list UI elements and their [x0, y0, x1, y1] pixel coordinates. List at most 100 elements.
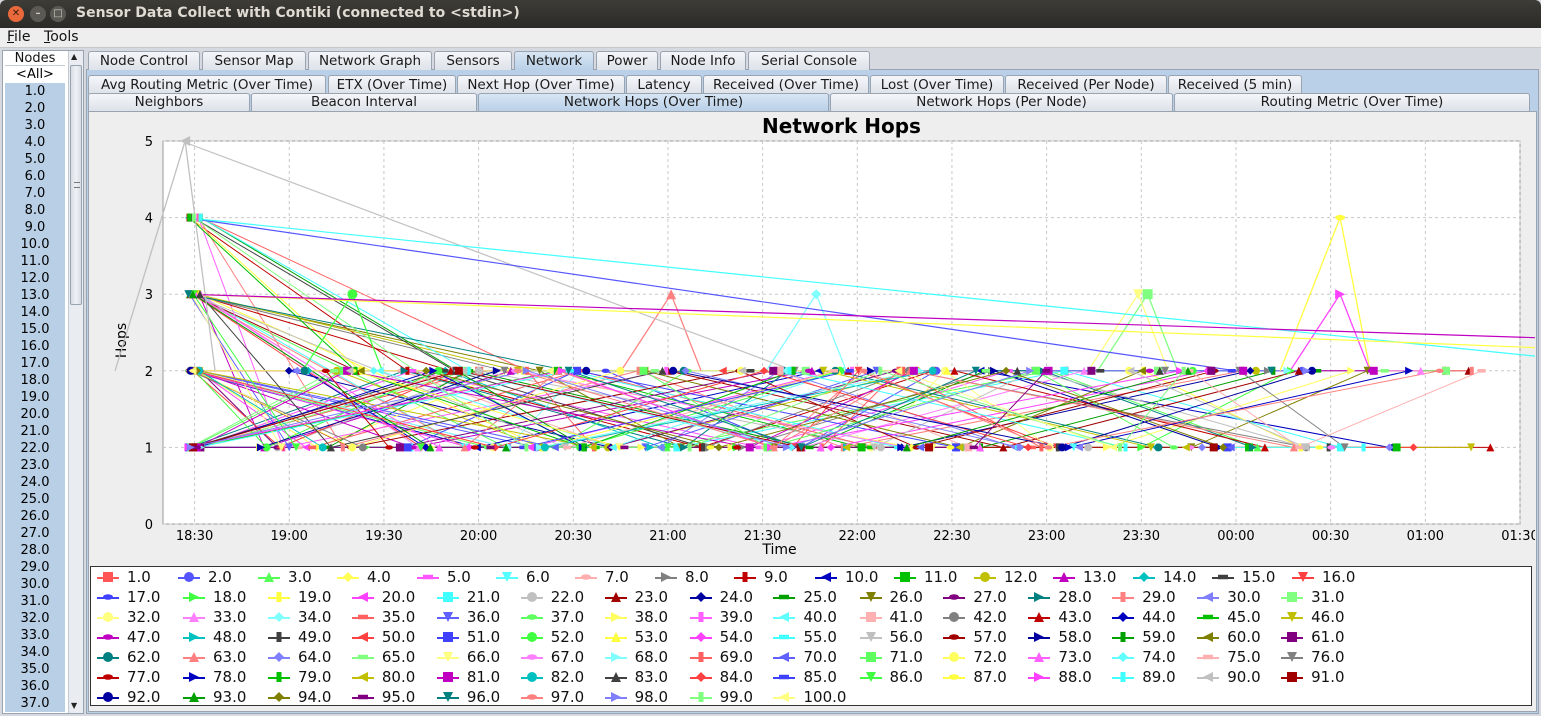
- subtab-network-hops-over-time[interactable]: Network Hops (Over Time): [478, 93, 829, 111]
- legend-marker: [526, 672, 537, 682]
- data-point: [859, 368, 868, 373]
- node-item[interactable]: 15.0: [5, 321, 65, 338]
- subtab-routing-metric-over-time[interactable]: Routing Metric (Over Time): [1174, 93, 1530, 111]
- legend-marker-icon: [900, 572, 910, 582]
- data-point: [582, 366, 591, 375]
- tab-network-graph[interactable]: Network Graph: [308, 51, 432, 70]
- node-item[interactable]: 5.0: [5, 151, 65, 168]
- legend-marker: [865, 672, 876, 682]
- node-item[interactable]: 18.0: [5, 372, 65, 389]
- subtab-network-hops-per-node[interactable]: Network Hops (Per Node): [830, 93, 1173, 111]
- node-item[interactable]: 6.0: [5, 168, 65, 185]
- legend-marker: [276, 632, 282, 642]
- legend-label: 7.0: [605, 568, 629, 586]
- minimize-window-button[interactable]: –: [30, 6, 46, 22]
- node-item[interactable]: 22.0: [5, 440, 65, 457]
- node-item[interactable]: 14.0: [5, 304, 65, 321]
- scroll-thumb[interactable]: [70, 65, 82, 305]
- node-item[interactable]: 24.0: [5, 474, 65, 491]
- subtab-etx-over-time[interactable]: ETX (Over Time): [328, 75, 456, 94]
- node-item[interactable]: 37.0: [5, 695, 65, 712]
- legend-label: 35.0: [381, 608, 416, 626]
- subtab-latency[interactable]: Latency: [626, 75, 702, 94]
- legend-marker-icon: [698, 652, 704, 662]
- node-item[interactable]: 34.0: [5, 644, 65, 661]
- node-item[interactable]: 20.0: [5, 406, 65, 423]
- node-item[interactable]: 36.0: [5, 678, 65, 695]
- node-item[interactable]: 1.0: [5, 83, 65, 100]
- node-item[interactable]: 25.0: [5, 491, 65, 508]
- y-tick-label: 4: [145, 212, 153, 227]
- node-item[interactable]: 7.0: [5, 185, 65, 202]
- legend-marker-icon: [949, 674, 960, 680]
- node-item[interactable]: 12.0: [5, 270, 65, 287]
- node-item[interactable]: 17.0: [5, 355, 65, 372]
- node-item[interactable]: 35.0: [5, 661, 65, 678]
- node-item[interactable]: 26.0: [5, 508, 65, 525]
- node-item-all[interactable]: <All>: [5, 66, 65, 83]
- node-item[interactable]: 21.0: [5, 423, 65, 440]
- subtab-received-5-min[interactable]: Received (5 min): [1168, 75, 1302, 94]
- node-item[interactable]: 4.0: [5, 134, 65, 151]
- x-tick-label: 00:00: [1217, 529, 1254, 544]
- data-point: [256, 443, 265, 452]
- legend-marker: [189, 652, 200, 662]
- subtab-received-over-time[interactable]: Received (Over Time): [703, 75, 869, 94]
- node-item[interactable]: 13.0: [5, 287, 65, 304]
- node-item[interactable]: 3.0: [5, 117, 65, 134]
- tab-sensor-map[interactable]: Sensor Map: [202, 51, 306, 70]
- node-item[interactable]: 30.0: [5, 576, 65, 593]
- node-item[interactable]: 9.0: [5, 219, 65, 236]
- node-item[interactable]: 16.0: [5, 338, 65, 355]
- nodes-scrollbar[interactable]: ▲ ▼: [68, 51, 83, 713]
- data-point: [664, 366, 669, 375]
- node-item[interactable]: 8.0: [5, 202, 65, 219]
- subtab-next-hop-over-time[interactable]: Next Hop (Over Time): [457, 75, 625, 94]
- menu-tools[interactable]: Tools: [44, 29, 79, 45]
- node-item[interactable]: 33.0: [5, 627, 65, 644]
- maximize-window-button[interactable]: □: [50, 6, 66, 22]
- node-item[interactable]: 10.0: [5, 236, 65, 253]
- node-item[interactable]: 31.0: [5, 593, 65, 610]
- legend-marker-icon: [779, 674, 790, 680]
- node-item[interactable]: 29.0: [5, 559, 65, 576]
- menu-file[interactable]: File: [7, 29, 30, 45]
- data-point: [797, 443, 806, 452]
- tab-network[interactable]: Network: [514, 51, 594, 70]
- legend-marker-icon: [1034, 632, 1045, 642]
- legend-label: 76.0: [1311, 648, 1345, 666]
- node-item[interactable]: 27.0: [5, 525, 65, 542]
- subtab-received-per-node[interactable]: Received (Per Node): [1005, 75, 1167, 94]
- subtab-beacon-interval[interactable]: Beacon Interval: [251, 93, 477, 111]
- node-item[interactable]: 11.0: [5, 253, 65, 270]
- subtab-neighbors[interactable]: Neighbors: [88, 93, 250, 111]
- tab-node-control[interactable]: Node Control: [88, 51, 200, 70]
- tab-sensors[interactable]: Sensors: [434, 51, 512, 70]
- tab-serial-console[interactable]: Serial Console: [748, 51, 870, 70]
- scroll-down-icon[interactable]: ▼: [71, 701, 78, 710]
- data-point: [330, 369, 339, 373]
- nodes-list[interactable]: Nodes <All> 1.0 2.0 3.0 4.0 5.0 6.0 7.0 8.0 9.0 1…: [5, 51, 65, 712]
- network-hops-chart: Network Hops 18:30 19:00 19:30 20:00 20:30 21:…: [90, 113, 1535, 565]
- subtab-lost-over-time[interactable]: Lost (Over Time): [870, 75, 1004, 94]
- node-item[interactable]: 2.0: [5, 100, 65, 117]
- legend-label: 96.0: [466, 688, 501, 706]
- data-point: [369, 366, 378, 375]
- node-item[interactable]: 32.0: [5, 610, 65, 627]
- data-point: [946, 445, 955, 450]
- data-point: [1175, 366, 1184, 375]
- node-item[interactable]: 19.0: [5, 389, 65, 406]
- close-window-button[interactable]: ✕: [8, 6, 24, 22]
- subtab-avg-routing-metric-over-time[interactable]: Avg Routing Metric (Over Time): [88, 75, 326, 94]
- data-point: [1347, 366, 1356, 375]
- data-point: [293, 366, 302, 375]
- legend-marker: [1287, 632, 1298, 642]
- scroll-up-icon[interactable]: ▲: [71, 52, 78, 61]
- legend-marker: [1203, 632, 1214, 642]
- node-item[interactable]: 28.0: [5, 542, 65, 559]
- tab-power[interactable]: Power: [596, 51, 658, 70]
- data-point: [787, 443, 796, 452]
- tab-node-info[interactable]: Node Info: [660, 51, 746, 70]
- legend-marker: [779, 594, 790, 600]
- node-item[interactable]: 23.0: [5, 457, 65, 474]
